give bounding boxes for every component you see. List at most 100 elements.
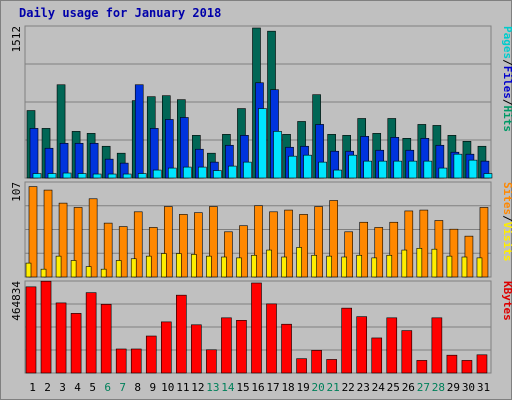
bar-files-1	[29, 128, 39, 179]
xtick-day-31: 31	[477, 381, 490, 394]
bar-visits-17	[269, 211, 278, 278]
bar-sites-28	[431, 248, 438, 278]
bar-visits-16	[254, 205, 263, 278]
xtick-day-13: 13	[206, 381, 219, 394]
ytick-max-sites-visits: 107	[10, 182, 23, 202]
bar-kbytes-5	[85, 292, 97, 374]
bar-sites-9	[145, 255, 152, 278]
bar-kbytes-12	[191, 324, 202, 374]
bar-kbytes-4	[70, 313, 82, 374]
legend-sites-visits: Sites/Visits	[501, 182, 512, 262]
xtick-day-3: 3	[59, 381, 66, 394]
bar-pages-11	[183, 166, 192, 179]
ytick-max-pages-files-hits: 1512	[10, 26, 23, 53]
bar-visits-6	[103, 222, 113, 278]
xtick-day-8: 8	[134, 381, 141, 394]
bar-kbytes-17	[266, 303, 277, 374]
bar-sites-20	[311, 254, 317, 278]
bar-sites-16	[251, 254, 257, 278]
bar-sites-5	[85, 266, 92, 278]
bar-pages-22	[348, 154, 357, 179]
bar-visits-24	[374, 227, 384, 278]
legend-entry: Files	[501, 66, 512, 99]
bar-visits-10	[163, 206, 173, 278]
xtick-day-22: 22	[342, 381, 355, 394]
bar-visits-31	[479, 207, 489, 278]
bar-sites-24	[371, 257, 378, 278]
xtick-day-26: 26	[402, 381, 415, 394]
bar-kbytes-8	[130, 348, 142, 374]
bar-visits-8	[133, 211, 143, 278]
xtick-day-15: 15	[236, 381, 249, 394]
xtick-day-10: 10	[161, 381, 174, 394]
bar-visits-7	[118, 226, 128, 278]
bar-files-4	[74, 142, 84, 179]
bar-sites-11	[176, 253, 182, 278]
bar-pages-13	[213, 170, 222, 179]
bar-kbytes-1	[25, 286, 37, 374]
bar-sites-21	[326, 255, 332, 278]
legend-entry: Sites	[501, 182, 512, 215]
bar-visits-14	[224, 231, 233, 278]
bar-sites-2	[40, 268, 47, 278]
bar-sites-23	[356, 254, 363, 278]
bar-pages-3	[62, 172, 72, 179]
bar-kbytes-16	[251, 282, 262, 374]
bar-pages-4	[77, 173, 87, 179]
bar-sites-29	[446, 255, 453, 278]
xtick-day-23: 23	[357, 381, 370, 394]
bar-visits-13	[209, 206, 218, 278]
bar-pages-28	[438, 167, 448, 179]
bar-kbytes-24	[371, 337, 383, 374]
bar-kbytes-18	[281, 323, 292, 374]
bar-sites-6	[100, 268, 107, 278]
bar-kbytes-11	[176, 294, 187, 374]
bar-visits-25	[389, 221, 399, 278]
bar-kbytes-29	[446, 354, 458, 374]
bar-kbytes-31	[476, 354, 488, 374]
bar-sites-4	[70, 260, 77, 278]
bar-pages-17	[273, 131, 282, 179]
bar-visits-15	[239, 225, 248, 278]
bar-sites-13	[206, 255, 212, 278]
bar-visits-18	[284, 209, 293, 278]
xtick-day-11: 11	[176, 381, 189, 394]
bar-visits-23	[359, 221, 369, 278]
bar-files-8	[134, 84, 144, 179]
bar-visits-5	[88, 198, 98, 278]
xtick-day-12: 12	[191, 381, 204, 394]
xtick-day-30: 30	[462, 381, 475, 394]
bar-sites-7	[115, 260, 122, 278]
xtick-day-27: 27	[417, 381, 430, 394]
xtick-day-20: 20	[312, 381, 325, 394]
legend-entry: /	[501, 99, 512, 106]
bar-visits-20	[314, 206, 323, 278]
bar-kbytes-2	[40, 280, 52, 374]
bar-pages-2	[47, 173, 57, 179]
legend-entry: Visits	[501, 222, 512, 262]
bar-sites-26	[401, 249, 408, 278]
bar-sites-8	[130, 258, 137, 278]
bar-visits-27	[419, 209, 429, 278]
bar-kbytes-19	[296, 358, 307, 374]
bar-pages-30	[468, 159, 478, 179]
bar-sites-18	[281, 256, 287, 278]
legend-pages-files-hits: Pages/Files/Hits	[501, 26, 512, 132]
bar-visits-3	[58, 202, 68, 278]
bar-visits-2	[43, 189, 53, 278]
bar-pages-18	[288, 155, 297, 179]
bar-pages-5	[92, 173, 102, 179]
bar-visits-9	[148, 227, 158, 278]
bar-pages-8	[137, 173, 147, 179]
bar-sites-1	[25, 262, 32, 278]
bar-kbytes-10	[160, 321, 172, 374]
xtick-day-21: 21	[327, 381, 340, 394]
bar-kbytes-27	[416, 360, 428, 374]
bar-pages-7	[122, 173, 132, 179]
xtick-day-1: 1	[29, 381, 36, 394]
xtick-day-16: 16	[251, 381, 264, 394]
bar-visits-11	[179, 214, 188, 278]
xtick-day-9: 9	[149, 381, 156, 394]
legend-entry: KBytes	[501, 281, 512, 321]
